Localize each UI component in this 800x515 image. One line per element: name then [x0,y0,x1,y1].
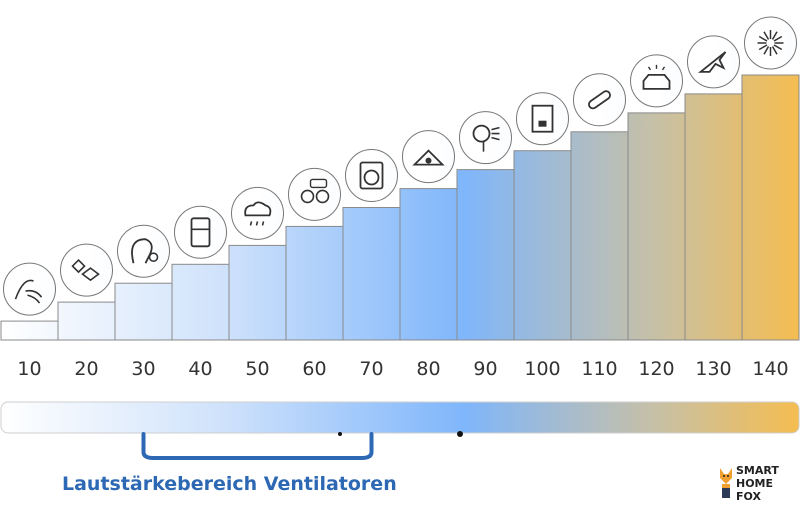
rain-cloud-icon [231,186,284,240]
bar-120-db [627,112,686,341]
range-marker-dot [457,431,463,437]
x-tick-label: 50 [245,358,269,380]
falling-leaves-icon [60,243,113,297]
bar-80-db [399,188,458,341]
coffee-machine-icon [516,92,569,146]
bar-10-db [0,320,59,341]
smart-home-fox-logo: SMART HOME FOX [716,462,800,512]
bar-110-db [570,131,629,341]
jet-plane-icon [687,35,740,89]
bar-50-db [228,244,287,341]
x-tick-label: 120 [638,358,674,380]
x-tick-label: 10 [17,358,41,380]
chainsaw-icon [573,73,626,127]
x-tick-label: 130 [695,358,731,380]
conversation-icon [288,167,341,221]
bar-70-db [342,207,401,341]
bar-30-db [114,282,173,341]
breath-icon [3,262,56,316]
fan-range-label: Lautstärkebereich Ventilatoren [62,473,397,495]
x-tick-label: 110 [581,358,617,380]
logo-line: SMART [736,464,779,477]
x-tick-label: 40 [188,358,212,380]
bar-140-db [741,74,800,341]
x-tick-label: 70 [359,358,383,380]
car-horn-icon [630,54,683,108]
refrigerator-icon [174,205,227,259]
fan-range-bracket [141,432,374,460]
bar-90-db [456,169,515,341]
hair-dryer-icon [459,111,512,165]
x-tick-label: 100 [524,358,560,380]
x-tick-label: 60 [302,358,326,380]
logo-line: FOX [736,490,761,503]
fireworks-icon [744,16,797,70]
logo-text: SMART HOME FOX [736,464,779,503]
x-tick-label: 20 [74,358,98,380]
range-marker-dot [338,432,342,436]
x-tick-label: 90 [473,358,497,380]
x-tick-label: 140 [752,358,788,380]
bar-60-db [285,225,344,341]
logo-line: HOME [736,477,774,490]
x-tick-label: 80 [416,358,440,380]
scale-bar [0,401,800,434]
whisper-icon [117,224,170,278]
bar-40-db [171,263,230,341]
x-tick-label: 30 [131,358,155,380]
alarm-clock-icon [402,130,455,184]
fox-icon [720,468,732,498]
bar-130-db [684,93,743,341]
bar-100-db [513,150,572,341]
bar-20-db [57,301,116,341]
washing-machine-icon [345,149,398,202]
